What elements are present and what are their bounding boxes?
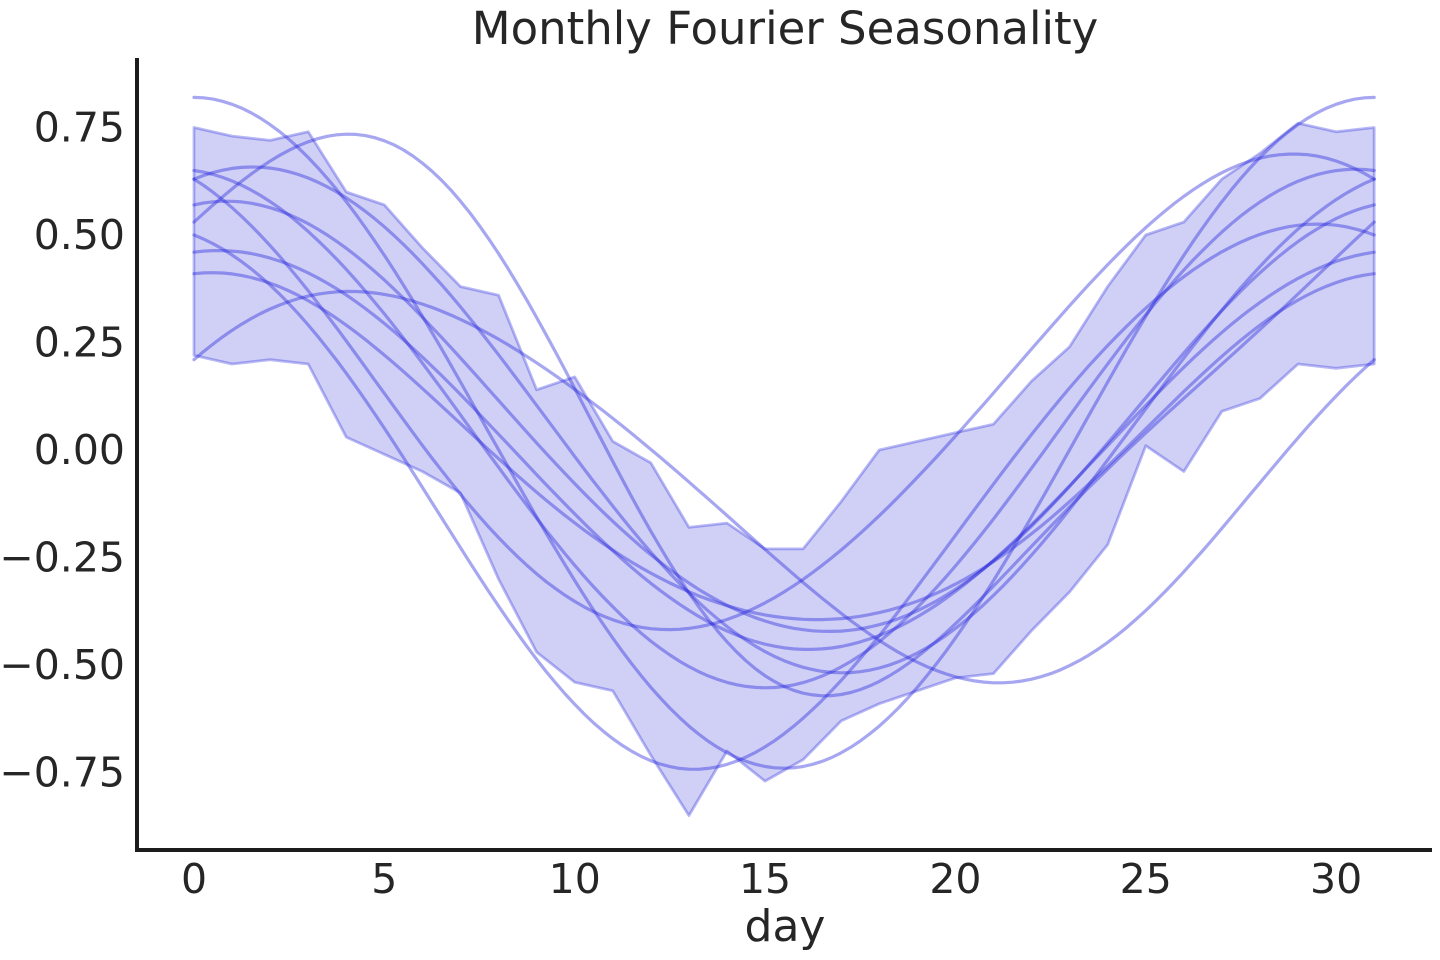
- x-tick-label: 15: [739, 855, 791, 903]
- y-tick-label: −0.75: [0, 749, 125, 797]
- seasonality-line: [192, 271, 1376, 622]
- seasonality-line: [192, 199, 1376, 633]
- x-axis-label: day: [745, 901, 826, 952]
- seasonality-line: [192, 289, 1376, 685]
- seasonality-line: [192, 132, 1376, 698]
- seasonality-line: [192, 165, 1376, 675]
- seasonality-line: [192, 222, 1376, 771]
- y-tick-label: 0.25: [34, 319, 125, 367]
- x-tick-label: 5: [371, 855, 397, 903]
- y-tick-label: 0.50: [34, 211, 125, 259]
- y-tick-label: −0.50: [0, 641, 125, 689]
- uncertainty-band: [192, 121, 1376, 817]
- x-tick-label: 25: [1120, 855, 1172, 903]
- chart-title: Monthly Fourier Seasonality: [472, 2, 1098, 55]
- x-tick-label: 20: [929, 855, 981, 903]
- y-tick-label: 0.75: [34, 104, 125, 152]
- x-tick-label: 30: [1310, 855, 1362, 903]
- seasonality-line: [192, 95, 1376, 770]
- seasonality-line: [192, 249, 1376, 651]
- seasonality-line: [192, 167, 1376, 690]
- seasonality-line: [192, 152, 1376, 632]
- y-tick-label: −0.25: [0, 534, 125, 582]
- x-tick-label: 10: [549, 855, 601, 903]
- y-tick-label: 0.00: [34, 426, 125, 474]
- x-tick-label: 0: [181, 855, 207, 903]
